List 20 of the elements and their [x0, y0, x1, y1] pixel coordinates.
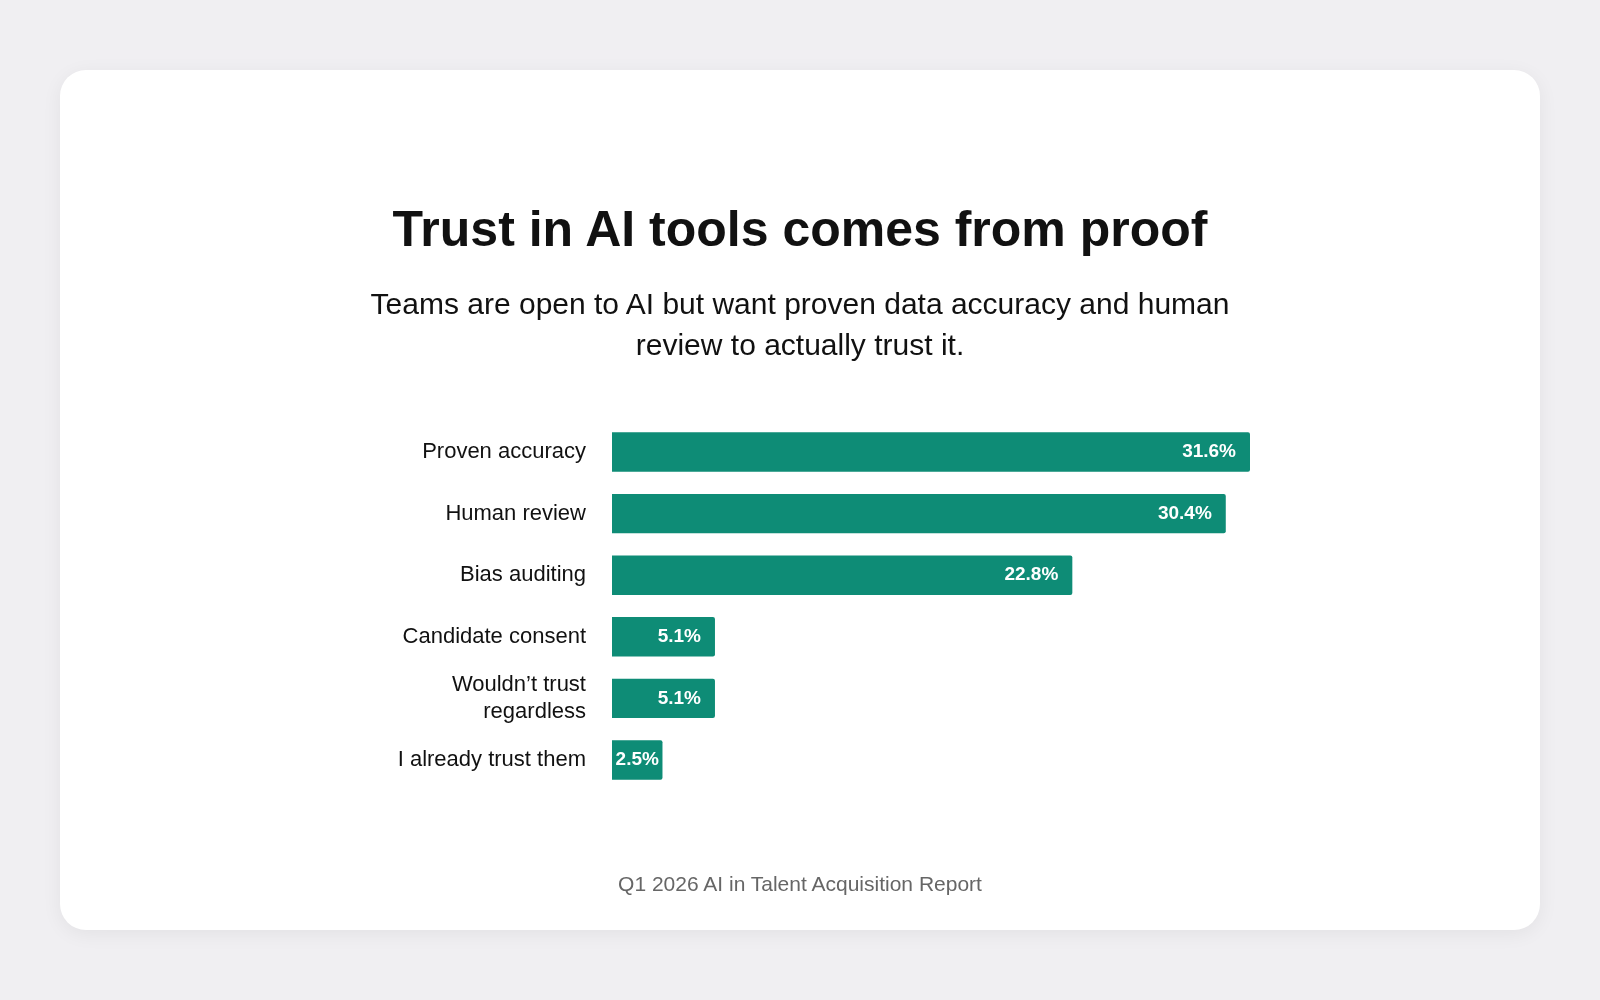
bar: [612, 617, 715, 657]
data-label: 5.1%: [657, 686, 702, 708]
data-label: 5.1%: [657, 625, 702, 647]
y-tick-label: Wouldn’t trust regardless: [451, 671, 586, 723]
chart-title: Trust in AI tools comes from proof: [391, 200, 1209, 258]
bar: [612, 432, 1250, 472]
data-label: 31.6%: [1182, 440, 1237, 462]
data-label: 30.4%: [1157, 501, 1212, 523]
y-tick-label: I already trust them: [397, 746, 586, 772]
data-label: 2.5%: [615, 748, 659, 770]
bar: [612, 493, 1226, 534]
y-tick-label: Bias auditing: [460, 561, 586, 587]
data-label: 22.8%: [1004, 563, 1059, 585]
y-tick-label: Human review: [445, 499, 587, 525]
y-tick-label: Candidate consent: [402, 622, 586, 648]
y-tick-label: Proven accuracy: [422, 438, 586, 464]
chart-subtitle: Teams are open to AI but want proven data accuracy and human review to actually trust it.: [370, 286, 1230, 363]
text: Q1 2026 AI in Talent Acquisition Report: [617, 872, 983, 896]
bar: [612, 555, 1073, 595]
bar: [612, 678, 715, 719]
